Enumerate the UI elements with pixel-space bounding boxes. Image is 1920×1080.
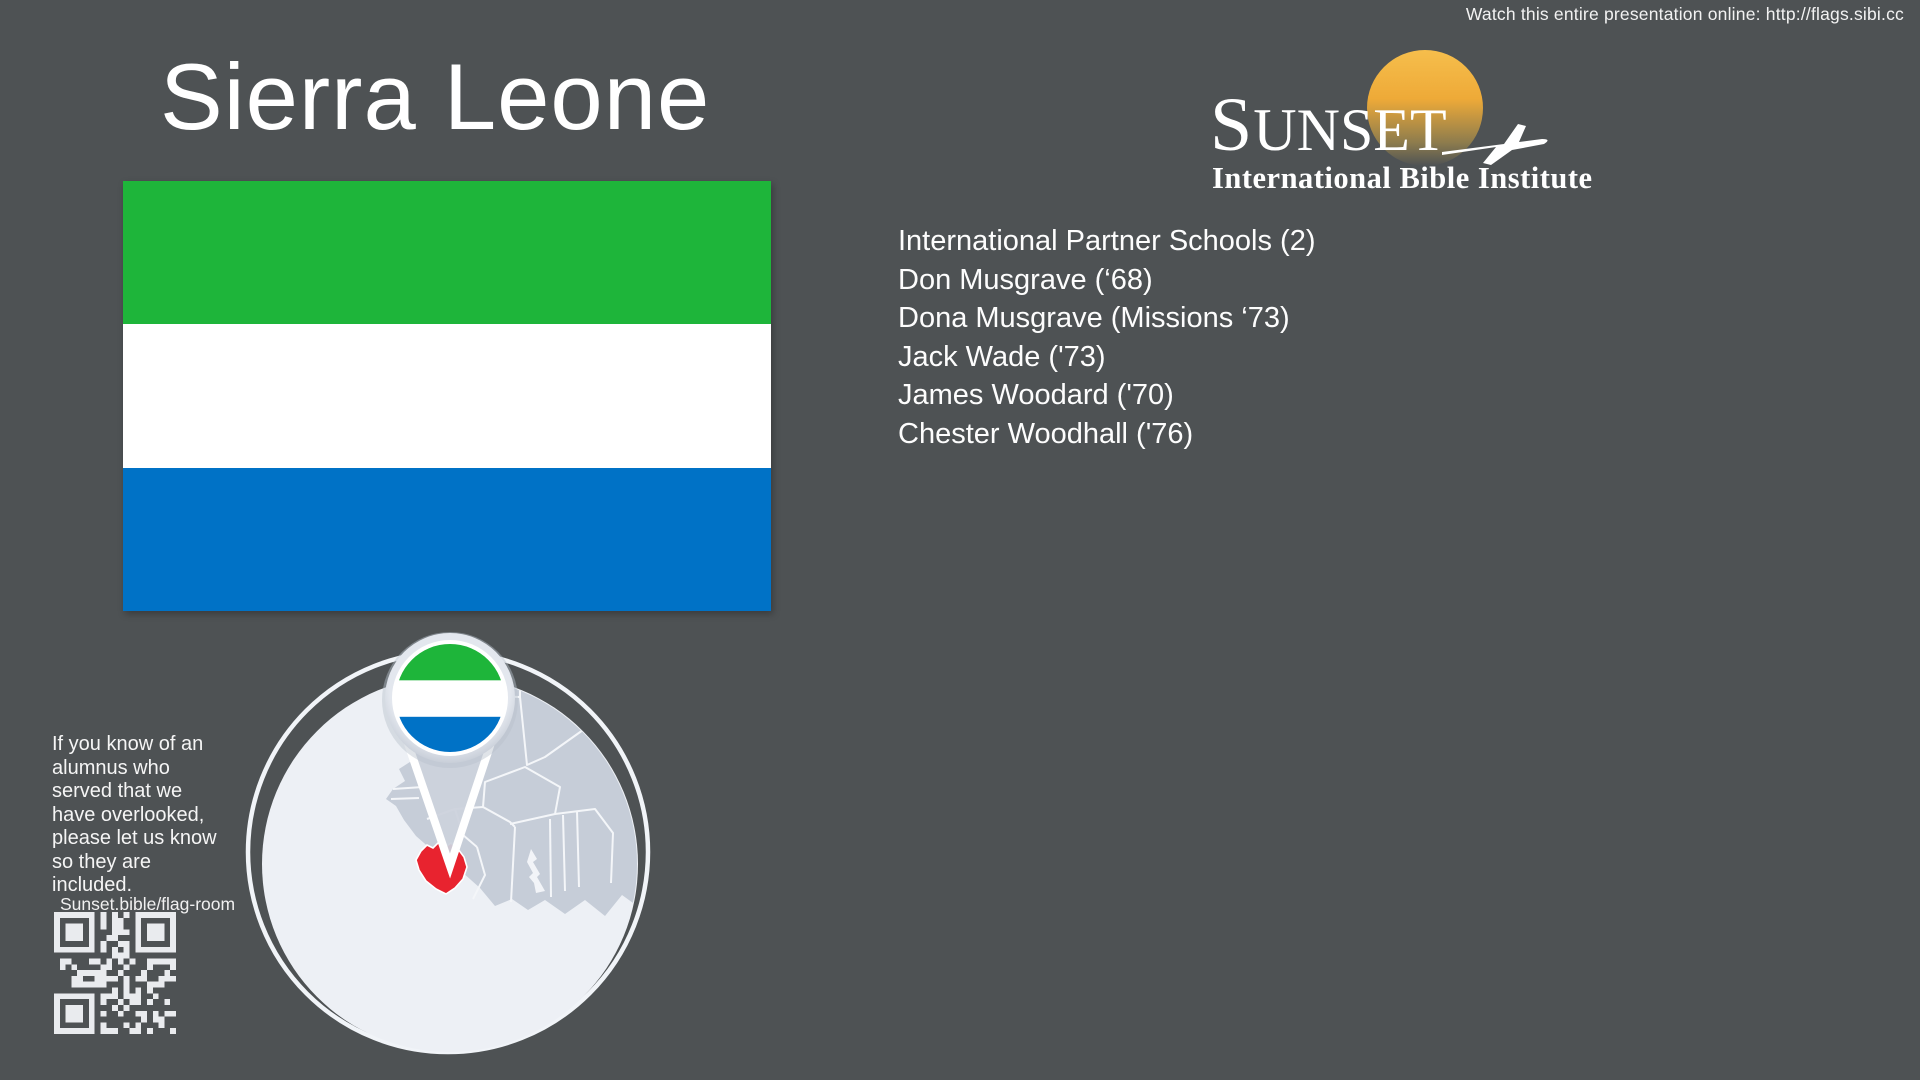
alumni-list: International Partner Schools (2) Don Mu… [898, 222, 1316, 453]
pin-cone [404, 728, 496, 866]
pin-pointer-outline [400, 724, 500, 879]
flag-stripe-green [123, 181, 771, 325]
logo-subtitle: International Bible Institute [1212, 161, 1593, 195]
sierra-leone-flag [123, 181, 771, 611]
sunset-logo: SUNSET International Bible Institute [1210, 50, 1593, 195]
logo-brand-text: SUNSET [1210, 83, 1447, 167]
flag-room-link: Sunset.bible/flag-room [60, 894, 236, 914]
list-item: Don Musgrave (‘68) [898, 263, 1153, 296]
qr-code [54, 912, 176, 1034]
flag-stripe-white [123, 324, 771, 468]
airplane-icon [1442, 124, 1548, 165]
list-item: Dona Musgrave (Missions ‘73) [898, 302, 1290, 334]
list-item: International Partner Schools (2) [898, 225, 1316, 257]
list-item: Chester Woodhall ('76) [898, 417, 1194, 450]
alumni-note: If you know of an alumnus who served tha… [52, 733, 217, 896]
flag-stripe-blue [123, 467, 771, 611]
page-title: Sierra Leone [160, 44, 711, 149]
sun-icon [1367, 50, 1483, 166]
watch-online-note: Watch this entire presentation online: h… [1465, 4, 1904, 24]
list-item: James Woodard ('70) [898, 379, 1174, 411]
lake-volta [527, 849, 545, 893]
pin-flag-circle [382, 632, 518, 768]
sierra-leone-map [245, 632, 651, 1055]
list-item: Jack Wade ('73) [898, 340, 1106, 373]
